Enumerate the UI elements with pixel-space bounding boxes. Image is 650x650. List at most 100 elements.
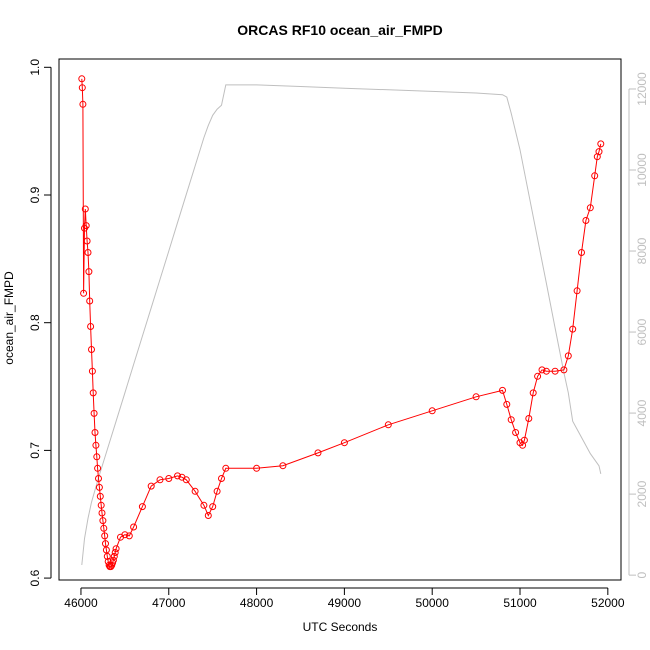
- data-point: [147, 482, 155, 490]
- data-point: [384, 421, 392, 429]
- y2-tick-label: 12000: [635, 72, 649, 106]
- data-point: [209, 503, 217, 511]
- data-point: [121, 531, 129, 539]
- data-point: [218, 475, 225, 482]
- data-point: [538, 366, 546, 374]
- data-point: [111, 549, 119, 556]
- data-point: [86, 297, 94, 305]
- y2-tick-label: 6000: [635, 318, 649, 345]
- data-point: [82, 222, 90, 230]
- data-point: [84, 249, 92, 256]
- data-point: [95, 475, 102, 482]
- data-point: [78, 75, 86, 83]
- plot-frame: [58, 58, 622, 581]
- data-point: [130, 523, 138, 531]
- data-point: [560, 366, 568, 374]
- x-tick-label: 48000: [240, 596, 274, 610]
- x-tick-label: 51000: [503, 596, 537, 610]
- data-point: [503, 400, 511, 408]
- data-point: [88, 367, 96, 375]
- data-point: [279, 462, 287, 470]
- data-point: [90, 409, 98, 417]
- data-point: [92, 441, 100, 449]
- x-tick-label: 47000: [152, 596, 186, 610]
- data-point: [529, 389, 537, 397]
- data-point: [98, 509, 106, 517]
- data-point: [542, 367, 550, 375]
- data-point: [569, 325, 577, 333]
- data-point: [103, 552, 111, 560]
- data-point: [551, 367, 559, 375]
- data-point: [79, 100, 87, 108]
- y-tick-label: 0.8: [28, 314, 42, 331]
- data-point: [253, 464, 261, 472]
- primary-series-line: [81, 78, 602, 568]
- data-point: [534, 372, 542, 380]
- x-axis: 46000 47000 48000 49000 50000 51000 52000: [64, 587, 625, 610]
- y-tick-label: 1.0: [28, 59, 42, 76]
- data-point: [85, 268, 93, 276]
- data-point: [204, 512, 212, 519]
- data-point: [472, 393, 480, 401]
- y2-tick-label: 2000: [635, 480, 649, 507]
- data-point: [93, 453, 101, 461]
- data-point: [91, 429, 99, 436]
- data-point: [213, 487, 221, 495]
- data-point: [512, 429, 520, 436]
- secondary-series-line: [81, 84, 602, 566]
- y-tick-label: 0.9: [28, 186, 42, 203]
- data-point: [109, 556, 117, 564]
- y-axis-left: 0.6 0.7 0.8 0.9 1.0: [28, 59, 52, 586]
- data-point: [595, 148, 603, 156]
- data-point: [586, 204, 594, 212]
- data-point: [174, 472, 181, 480]
- data-point: [81, 205, 89, 213]
- data-point: [102, 540, 109, 548]
- chart-title: ORCAS RF10 ocean_air_FMPD: [237, 22, 442, 38]
- data-point: [191, 487, 199, 495]
- y-axis-label: ocean_air_FMPD: [2, 271, 16, 365]
- data-point: [112, 545, 120, 553]
- data-point: [507, 416, 515, 424]
- data-point: [99, 517, 107, 525]
- data-point: [107, 563, 115, 571]
- data-point: [525, 415, 533, 422]
- data-point: [582, 217, 590, 224]
- y2-tick-label: 0: [635, 571, 649, 578]
- data-point: [138, 503, 146, 511]
- data-point: [573, 287, 581, 295]
- x-axis-label: UTC Seconds: [303, 620, 378, 634]
- y-axis-right: 0 2000 4000 6000 8000 10000 12000: [628, 72, 649, 578]
- data-point: [428, 407, 436, 415]
- x-tick-label: 52000: [591, 596, 625, 610]
- data-point: [95, 483, 103, 491]
- x-tick-label: 46000: [64, 596, 98, 610]
- data-point: [94, 464, 102, 472]
- data-point: [83, 237, 91, 245]
- y-tick-label: 0.6: [28, 569, 42, 586]
- y2-tick-label: 8000: [635, 237, 649, 264]
- data-point: [125, 532, 133, 540]
- data-point: [78, 84, 86, 92]
- y2-tick-label: 10000: [635, 153, 649, 187]
- series-secondary-line: [81, 84, 602, 566]
- data-point: [88, 346, 95, 353]
- data-point: [564, 352, 572, 360]
- data-point: [102, 546, 110, 554]
- data-point: [597, 140, 605, 148]
- data-point: [87, 323, 95, 330]
- data-point: [97, 501, 105, 509]
- data-point: [200, 501, 208, 509]
- data-point: [165, 475, 173, 482]
- series-primary: [78, 75, 605, 571]
- data-point: [100, 524, 108, 532]
- data-point: [591, 172, 599, 180]
- x-tick-label: 49000: [328, 596, 362, 610]
- data-point: [101, 532, 109, 540]
- data-point: [222, 464, 230, 472]
- data-point: [110, 552, 118, 560]
- data-point: [80, 289, 88, 297]
- x-tick-label: 50000: [416, 596, 450, 610]
- data-point: [578, 249, 585, 256]
- data-point: [89, 389, 97, 397]
